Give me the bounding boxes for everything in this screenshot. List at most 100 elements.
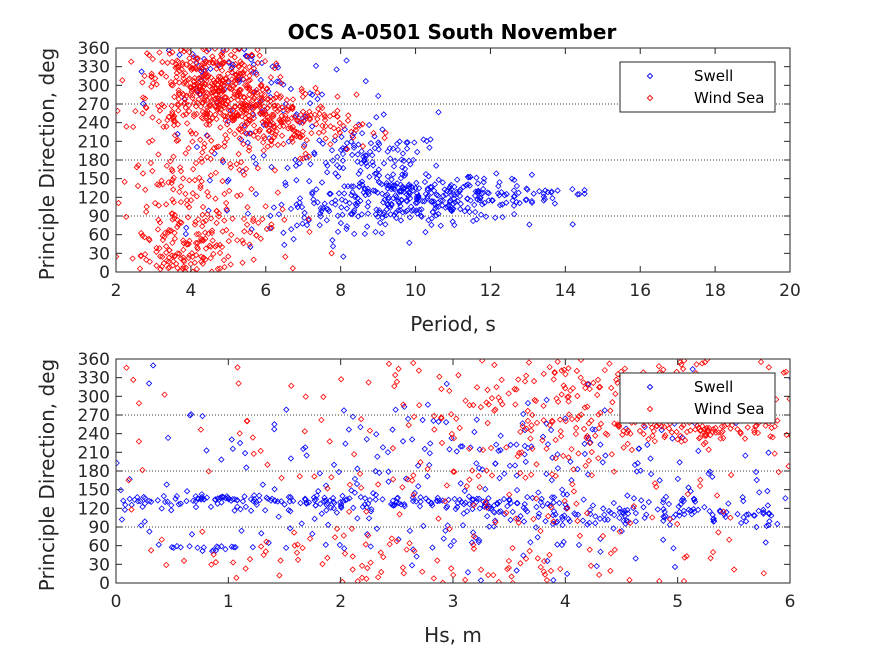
scatter-point-swell	[687, 507, 695, 514]
scatter-point-swell	[473, 495, 480, 503]
scatter-point-wind-sea	[216, 265, 224, 272]
scatter-point-wind-sea	[148, 83, 155, 90]
scatter-point-swell	[616, 505, 623, 512]
scatter-point-swell	[351, 489, 359, 496]
scatter-point-wind-sea	[246, 77, 254, 84]
scatter-point-wind-sea	[382, 129, 389, 136]
scatter-point-wind-sea	[257, 447, 264, 455]
scatter-point-swell	[574, 466, 581, 473]
scatter-point-wind-sea	[811, 391, 816, 396]
y-tick-label: 330	[78, 58, 110, 78]
scatter-point-wind-sea	[225, 98, 232, 105]
scatter-point-wind-sea	[192, 103, 200, 110]
scatter-point-wind-sea	[179, 90, 187, 97]
scatter-point-wind-sea	[237, 58, 244, 65]
scatter-point-swell	[306, 100, 314, 107]
scatter-point-swell	[742, 452, 749, 459]
scatter-point-swell	[659, 499, 667, 506]
scatter-point-wind-sea	[199, 528, 206, 535]
scatter-point-swell	[286, 498, 293, 505]
scatter-point-wind-sea	[365, 379, 372, 386]
scatter-point-wind-sea	[234, 96, 242, 104]
scatter-point-swell	[140, 100, 147, 107]
scatter-point-wind-sea	[261, 117, 269, 124]
scatter-point-wind-sea	[785, 463, 790, 470]
scatter-point-swell	[587, 510, 594, 518]
scatter-point-wind-sea	[515, 519, 522, 526]
scatter-point-swell	[323, 501, 330, 508]
scatter-point-swell	[351, 193, 359, 201]
scatter-point-wind-sea	[728, 422, 736, 429]
scatter-point-swell	[376, 219, 384, 226]
scatter-point-wind-sea	[176, 250, 183, 257]
scatter-point-wind-sea	[245, 147, 253, 154]
scatter-point-swell	[405, 189, 412, 196]
scatter-point-wind-sea	[216, 56, 223, 64]
scatter-point-swell	[297, 499, 304, 507]
scatter-point-swell	[247, 56, 255, 63]
scatter-point-swell	[690, 505, 697, 513]
scatter-point-wind-sea	[299, 128, 306, 135]
scatter-point-swell	[429, 544, 436, 551]
scatter-point-swell	[215, 61, 223, 69]
scatter-point-swell	[506, 497, 513, 504]
scatter-point-swell	[414, 199, 421, 206]
scatter-point-wind-sea	[679, 365, 687, 373]
scatter-point-swell	[320, 497, 328, 505]
scatter-point-swell	[271, 426, 278, 433]
scatter-point-swell	[528, 197, 536, 205]
scatter-point-wind-sea	[562, 418, 569, 425]
scatter-point-swell	[739, 494, 746, 501]
scatter-point-swell	[413, 553, 420, 560]
scatter-point-swell	[501, 192, 508, 199]
scatter-point-swell	[580, 496, 587, 503]
scatter-point-wind-sea	[319, 560, 326, 568]
scatter-point-wind-sea	[234, 69, 241, 77]
scatter-point-wind-sea	[684, 490, 691, 498]
scatter-point-swell	[579, 517, 587, 524]
scatter-point-swell	[141, 518, 148, 525]
scatter-point-swell	[197, 496, 205, 503]
scatter-point-swell	[168, 543, 176, 551]
scatter-point-wind-sea	[470, 533, 478, 540]
scatter-point-wind-sea	[866, 403, 871, 408]
scatter-point-wind-sea	[194, 56, 201, 63]
scatter-point-swell	[413, 207, 420, 214]
scatter-point-swell	[424, 186, 431, 194]
scatter-point-swell	[411, 489, 418, 497]
scatter-point-swell	[364, 223, 371, 230]
scatter-point-wind-sea	[392, 371, 399, 379]
scatter-point-wind-sea	[656, 578, 663, 583]
scatter-point-swell	[419, 198, 426, 205]
scatter-point-swell	[443, 380, 450, 388]
scatter-point-swell	[530, 190, 537, 197]
scatter-point-swell	[283, 406, 290, 413]
scatter-point-swell	[328, 147, 336, 154]
scatter-point-wind-sea	[680, 577, 688, 583]
scatter-point-swell	[173, 542, 181, 550]
scatter-point-swell	[372, 468, 379, 475]
scatter-point-swell	[491, 509, 498, 516]
scatter-point-wind-sea	[335, 126, 342, 133]
scatter-point-wind-sea	[299, 119, 306, 127]
scatter-point-wind-sea	[208, 268, 215, 272]
scatter-point-swell	[675, 503, 682, 510]
scatter-point-swell	[589, 502, 597, 509]
scatter-point-swell	[384, 449, 392, 456]
scatter-point-wind-sea	[202, 58, 209, 65]
scatter-point-wind-sea	[704, 359, 711, 363]
scatter-point-swell	[540, 193, 547, 200]
scatter-point-wind-sea	[177, 167, 185, 175]
scatter-point-wind-sea	[607, 407, 614, 414]
scatter-point-swell	[511, 176, 518, 184]
scatter-point-swell	[332, 170, 339, 177]
scatter-point-swell	[440, 192, 447, 199]
scatter-point-wind-sea	[573, 367, 581, 375]
scatter-point-wind-sea	[336, 129, 343, 136]
scatter-point-swell	[433, 203, 440, 210]
scatter-point-wind-sea	[505, 557, 513, 565]
scatter-point-wind-sea	[577, 359, 585, 364]
scatter-point-wind-sea	[700, 426, 708, 433]
scatter-point-wind-sea	[263, 85, 271, 92]
